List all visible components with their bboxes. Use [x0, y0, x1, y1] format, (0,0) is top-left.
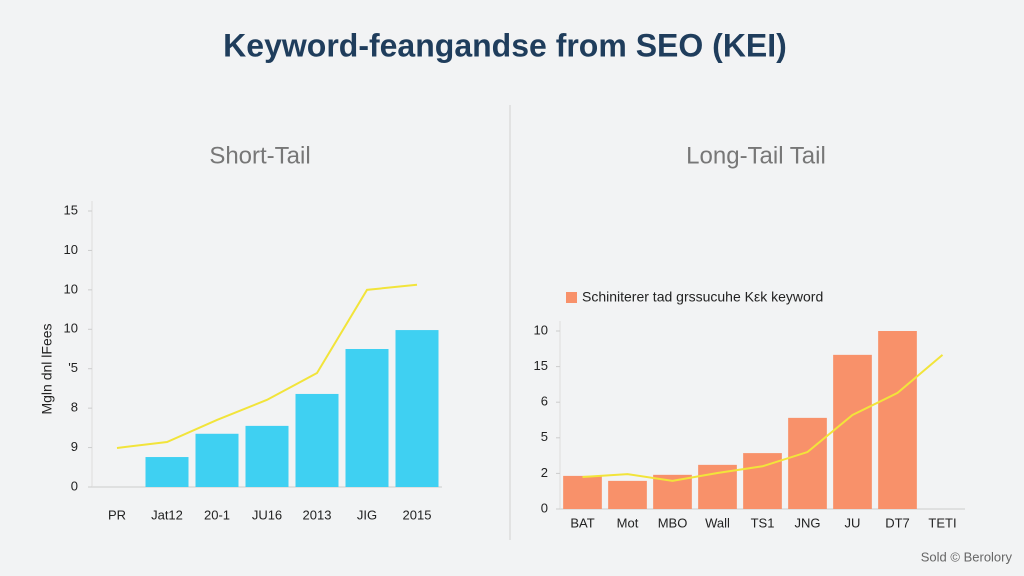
- main-title: Keyword-feangandse from SEO (KEI): [223, 27, 787, 63]
- chart-title: Long-Tail Tail: [686, 142, 826, 169]
- y-tick-label: 8: [71, 400, 78, 415]
- x-tick-label: 2013: [303, 507, 332, 522]
- x-tick-label: PR: [108, 507, 126, 522]
- line: [582, 354, 944, 482]
- y-tick-label: 6: [541, 394, 548, 409]
- x-tick-label: DT7: [885, 515, 910, 530]
- x-tick-label: Mot: [617, 515, 639, 530]
- bar: [345, 349, 389, 487]
- legend-label: Schiniterer tad grssucuhe Kεk keyword: [582, 289, 823, 305]
- bar: [245, 425, 289, 487]
- bar: [833, 354, 872, 509]
- x-tick-label: JNG: [795, 515, 821, 530]
- y-tick-label: 15: [64, 202, 78, 217]
- y-tick-label: 0: [71, 478, 78, 493]
- bar: [563, 475, 602, 509]
- line: [116, 283, 418, 449]
- x-tick-label: BAT: [570, 515, 594, 530]
- y-tick-label: 10: [64, 281, 78, 296]
- y-tick-label: 5: [541, 429, 548, 444]
- bar: [878, 331, 917, 509]
- y-tick-label: 15: [534, 358, 548, 373]
- x-tick-label: JIG: [357, 507, 377, 522]
- bar: [608, 480, 647, 509]
- x-tick-label: TS1: [751, 515, 775, 530]
- y-tick-label: 10: [534, 322, 548, 337]
- y-axis-label: Mgln dnl lFees: [39, 323, 55, 414]
- x-tick-label: 2015: [403, 507, 432, 522]
- x-tick-label: Jat12: [151, 507, 183, 522]
- y-tick-label: 10: [64, 242, 78, 257]
- bar: [295, 393, 339, 487]
- bar: [195, 433, 239, 487]
- bar: [145, 457, 189, 487]
- bar: [788, 417, 827, 509]
- y-tick-label: 10: [64, 321, 78, 336]
- x-tick-label: JU16: [252, 507, 282, 522]
- chart-title: Short-Tail: [209, 142, 310, 169]
- bar: [395, 330, 439, 487]
- footer: Sold © Berolory: [921, 549, 1013, 564]
- y-tick-label: 2: [541, 465, 548, 480]
- y-tick-label: '5: [68, 360, 78, 375]
- y-tick-label: 0: [541, 500, 548, 515]
- x-tick-label: TETI: [928, 515, 956, 530]
- x-tick-label: MBO: [658, 515, 688, 530]
- legend-swatch: [566, 292, 577, 303]
- x-tick-label: JU: [845, 515, 861, 530]
- y-tick-label: 9: [71, 439, 78, 454]
- x-tick-label: 20-1: [204, 507, 230, 522]
- x-tick-label: Wall: [705, 515, 730, 530]
